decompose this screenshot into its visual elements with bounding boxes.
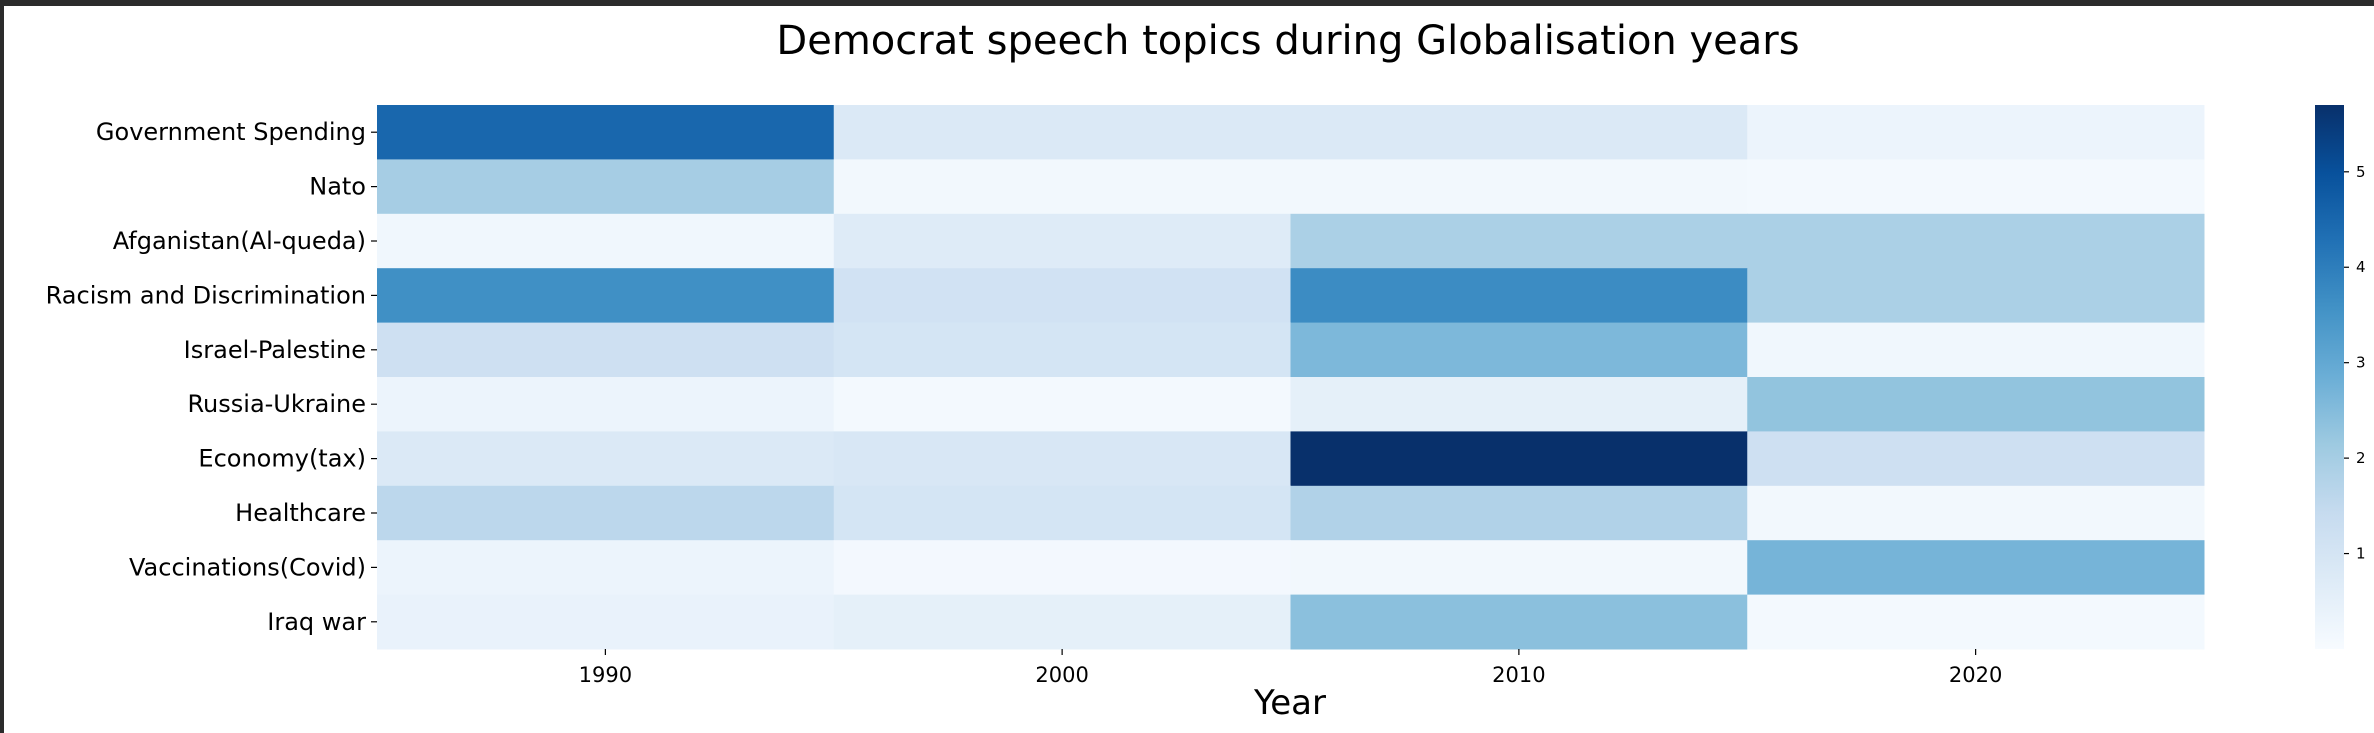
- heatmap-cell: [833, 105, 1291, 160]
- heatmap-cell: [833, 159, 1291, 215]
- heatmap-cell: [1290, 540, 1748, 596]
- heatmap-cell: [377, 213, 835, 269]
- heatmap-cell: [1290, 377, 1748, 432]
- y-tick-label: Healthcare: [235, 499, 366, 527]
- colorbar: [2315, 105, 2344, 649]
- heatmap-cell: [1747, 485, 2205, 541]
- heatmap-cell: [833, 322, 1291, 378]
- heatmap-cells: [377, 105, 2205, 650]
- colorbar-tick-label: 3: [2356, 354, 2366, 372]
- heatmap-cell: [377, 322, 835, 378]
- heatmap-cell: [1747, 431, 2205, 487]
- heatmap-cell: [1747, 594, 2205, 650]
- heatmap-cell: [377, 268, 835, 324]
- chart-title: Democrat speech topics during Globalisat…: [776, 18, 1799, 64]
- heatmap-chart: Democrat speech topics during Globalisat…: [46, 18, 2366, 723]
- heatmap-cell: [1747, 105, 2205, 160]
- y-tick-label: Afganistan(Al-queda): [113, 227, 366, 255]
- x-tick-label: 2020: [1949, 663, 2002, 687]
- x-tick-label: 1990: [579, 663, 632, 687]
- heatmap-cell: [1290, 485, 1748, 541]
- y-tick-label: Economy(tax): [198, 445, 366, 473]
- heatmap-cell: [1290, 213, 1748, 269]
- heatmap-cell: [833, 485, 1291, 541]
- x-tick-labels: 1990 2000 2010 2020: [579, 649, 2002, 687]
- x-axis-label: Year: [1253, 683, 1326, 723]
- y-tick-labels: Government Spending Nato Afganistan(Al-que…: [46, 118, 377, 636]
- heatmap-cell: [1747, 377, 2205, 432]
- heatmap-cell: [1747, 540, 2205, 596]
- heatmap-cell: [1290, 594, 1748, 650]
- x-tick-label: 2000: [1035, 663, 1088, 687]
- heatmap-cell: [1290, 268, 1748, 324]
- heatmap-cell: [833, 377, 1291, 432]
- y-tick-label: Vaccinations(Covid): [129, 553, 366, 581]
- heatmap-cell: [1290, 105, 1748, 160]
- heatmap-cell: [377, 540, 835, 596]
- heatmap-cell: [1747, 268, 2205, 324]
- colorbar-tick-label: 2: [2356, 449, 2366, 467]
- heatmap-cell: [833, 213, 1291, 269]
- heatmap-cell: [377, 485, 835, 541]
- y-tick-label: Racism and Discrimination: [46, 281, 366, 309]
- heatmap-cell: [1747, 322, 2205, 378]
- heatmap-cell: [377, 159, 835, 215]
- x-tick-label: 2010: [1492, 663, 1545, 687]
- heatmap-cell: [833, 431, 1291, 487]
- colorbar-tick-label: 4: [2356, 258, 2366, 276]
- y-tick-label: Nato: [309, 173, 366, 201]
- y-tick-label: Russia-Ukraine: [187, 390, 366, 418]
- figure: Democrat speech topics during Globalisat…: [4, 6, 2374, 733]
- colorbar-tick-label: 5: [2356, 163, 2366, 181]
- heatmap-cell: [377, 431, 835, 487]
- heatmap-cell: [377, 594, 835, 650]
- heatmap-cell: [833, 594, 1291, 650]
- heatmap-cell: [833, 540, 1291, 596]
- y-tick-label: Israel-Palestine: [184, 336, 366, 364]
- heatmap-cell: [377, 377, 835, 432]
- y-tick-label: Government Spending: [96, 118, 366, 146]
- heatmap-cell: [833, 268, 1291, 324]
- heatmap-cell: [1747, 159, 2205, 215]
- colorbar-ticks: 1 2 3 4 5: [2344, 163, 2366, 563]
- colorbar-tick-label: 1: [2356, 545, 2366, 563]
- heatmap-cell: [1747, 213, 2205, 269]
- heatmap-cell: [1290, 431, 1748, 487]
- y-tick-label: Iraq war: [267, 608, 366, 636]
- heatmap-cell: [1290, 322, 1748, 378]
- heatmap-cell: [1290, 159, 1748, 215]
- heatmap-cell: [377, 105, 835, 160]
